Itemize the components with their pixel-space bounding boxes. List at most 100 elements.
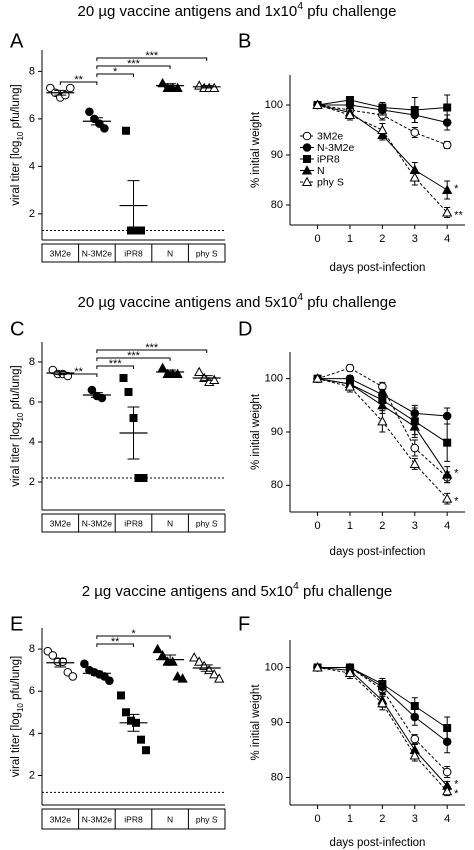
marker	[410, 734, 420, 744]
x-axis-label: days post-infection	[330, 837, 426, 849]
marker	[442, 411, 452, 421]
significance-label: *	[113, 66, 118, 78]
marker	[142, 746, 150, 755]
significance-bracket	[96, 635, 171, 639]
significance-label: **	[74, 74, 83, 86]
marker	[122, 708, 130, 717]
marker	[58, 657, 68, 667]
marker	[214, 673, 225, 683]
y-tick-label: 100	[265, 99, 283, 111]
significance-label: *	[454, 788, 459, 800]
marker	[344, 381, 356, 391]
category-strip	[41, 808, 226, 830]
y-tick-label: 80	[271, 479, 283, 491]
category-label: N-3M2e	[82, 248, 113, 258]
category-strip	[41, 513, 226, 533]
marker	[409, 172, 420, 182]
category-label: iPR8	[124, 518, 143, 528]
x-tick-label: 4	[444, 233, 450, 245]
y-tick-label: 80	[271, 771, 283, 783]
panel-label: F	[238, 613, 250, 635]
legend-label: N	[317, 165, 325, 177]
marker	[442, 140, 452, 150]
marker	[209, 669, 220, 679]
y-tick-label: 2	[29, 208, 35, 220]
marker	[87, 385, 97, 395]
marker	[194, 366, 205, 376]
marker	[100, 124, 109, 133]
significance-bracket	[96, 357, 171, 361]
y-axis-label-part: pfu/lung]	[10, 656, 22, 703]
legend-label: N-3M2e	[317, 142, 355, 154]
significance-label: *	[454, 496, 459, 508]
x-tick-label: 4	[444, 520, 450, 532]
y-tick-label: 100	[265, 373, 283, 385]
y-tick-label: 6	[29, 396, 35, 408]
row-title: 2 µg vaccine antigens and 5x104 pfu chal…	[82, 580, 393, 600]
significance-bracket	[96, 643, 134, 647]
x-tick-label: 2	[379, 813, 385, 825]
x-tick-label: 3	[412, 813, 418, 825]
y-axis-label: viral titer [log10 pfu/lung]	[10, 84, 25, 205]
x-tick-label: 1	[347, 813, 353, 825]
category-label: 3M2e	[50, 248, 72, 258]
y-axis-label-part: 10	[16, 703, 25, 712]
significance-bracket	[59, 373, 98, 377]
marker	[410, 128, 420, 137]
marker	[157, 77, 168, 88]
y-axis-label: viral titer [log10 pfu/lung]	[10, 656, 25, 777]
marker	[85, 107, 94, 117]
marker	[377, 399, 388, 410]
row-title: 20 µg vaccine antigens and 5x104 pfu cha…	[78, 291, 397, 311]
y-axis-label-part: 10	[16, 412, 25, 421]
marker	[377, 415, 388, 426]
y-tick-label: 90	[271, 426, 283, 438]
panel-label: D	[238, 318, 252, 340]
y-tick-label: 8	[29, 65, 35, 77]
x-axis-label: days post-infection	[330, 262, 426, 274]
y-tick-label: 8	[29, 356, 35, 368]
marker	[442, 493, 453, 503]
sem-bar	[90, 117, 103, 126]
x-tick-label: 0	[314, 233, 320, 245]
marker	[377, 697, 388, 708]
marker	[209, 374, 220, 384]
marker	[312, 662, 323, 672]
marker	[409, 750, 420, 760]
x-axis-label: days post-infection	[330, 546, 426, 558]
row-title-part: pfu challenge	[303, 3, 396, 20]
x-tick-label: 1	[347, 520, 353, 532]
y-axis-label-part: viral titer [log	[10, 712, 22, 777]
marker	[139, 474, 148, 482]
sem-bar	[164, 369, 177, 375]
marker	[344, 667, 356, 677]
marker	[442, 207, 453, 217]
row-title-part: pfu challenge	[303, 294, 396, 311]
sem-bar	[200, 375, 213, 381]
marker	[80, 659, 89, 669]
marker	[442, 469, 453, 479]
marker	[378, 103, 387, 112]
category-label: N	[167, 814, 173, 824]
marker	[194, 656, 205, 666]
y-axis-label: % initial weight	[250, 393, 262, 470]
marker	[312, 373, 323, 383]
marker	[301, 176, 313, 186]
panel-label: A	[10, 30, 24, 52]
significance-label: *	[454, 468, 459, 480]
marker	[312, 99, 323, 109]
panel-label: E	[10, 613, 23, 635]
marker	[124, 388, 133, 396]
row-title-part: 20 µg vaccine antigens and 1x10	[78, 3, 298, 20]
x-tick-label: 2	[379, 520, 385, 532]
category-label: 3M2e	[50, 814, 72, 824]
significance-label: *	[454, 779, 459, 791]
x-tick-label: 4	[444, 813, 450, 825]
marker	[443, 103, 452, 112]
row-title-part: pfu challenge	[299, 583, 392, 600]
row-title-part: 4	[297, 0, 303, 12]
y-tick-label: 8	[29, 643, 35, 655]
significance-bracket	[96, 57, 208, 61]
y-tick-label: 90	[271, 716, 283, 728]
significance-label: *	[131, 628, 136, 640]
